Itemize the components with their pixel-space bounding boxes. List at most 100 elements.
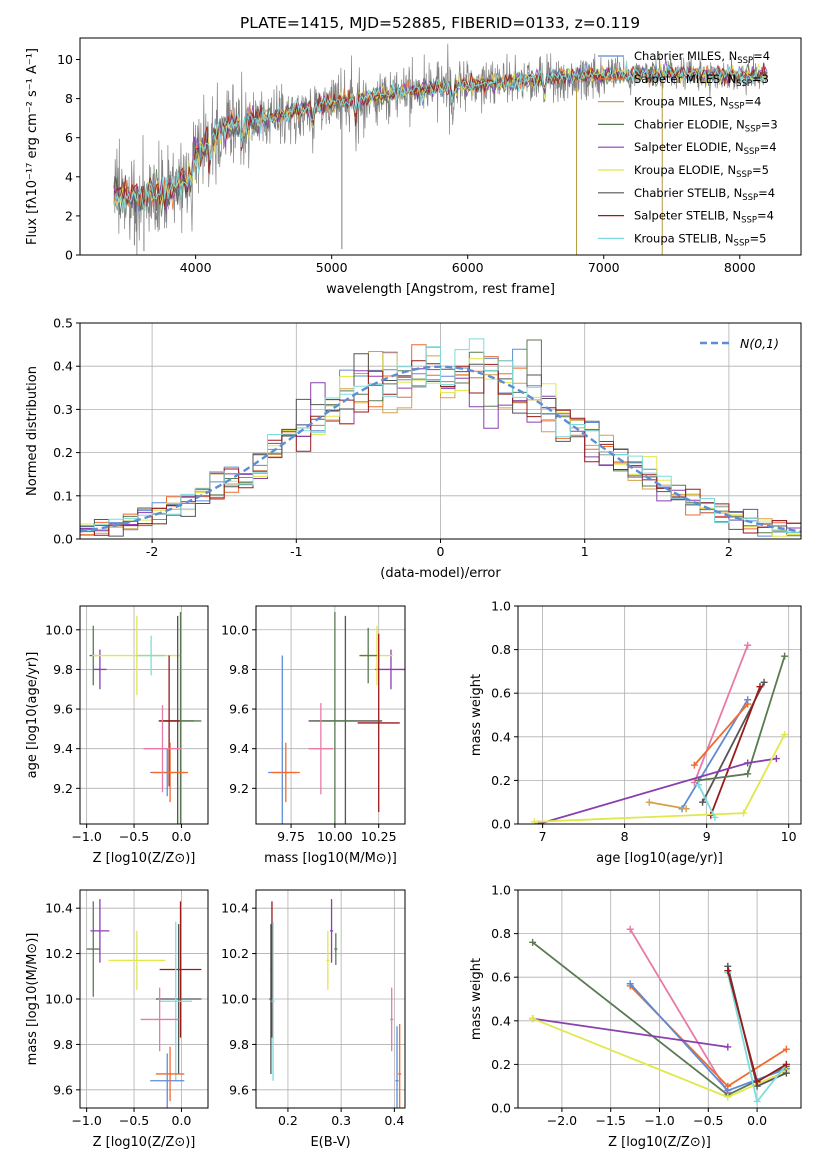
y-tick-label: 9.6 xyxy=(53,702,73,717)
errorbar-point xyxy=(86,901,100,997)
x-tick-label: −2.0 xyxy=(547,1113,577,1128)
x-tick-label: 0 xyxy=(437,544,445,559)
x-tick-label: −1.0 xyxy=(71,829,101,844)
y-tick-label: 6 xyxy=(65,130,73,145)
legend-entry-value: =5 xyxy=(749,231,766,245)
errorbar-point xyxy=(308,703,334,795)
legend-entry-value: =5 xyxy=(752,163,769,177)
weight-series-line xyxy=(697,784,716,818)
legend-entry-text: Kroupa MILES, N xyxy=(634,95,729,109)
weight-marker xyxy=(744,759,752,767)
y-tick-label: 10.2 xyxy=(221,946,249,961)
weight-marker xyxy=(682,805,690,813)
legend-entry-value: =4 xyxy=(758,186,775,200)
legend-entry: Salpeter STELIB, NSSP=4 xyxy=(634,209,774,226)
legend-entry-subscript: SSP xyxy=(734,238,750,248)
weight-series xyxy=(724,967,790,1086)
x-tick-label: 5000 xyxy=(316,260,348,275)
x-tick-label: 6000 xyxy=(452,260,484,275)
weight-marker xyxy=(724,1087,732,1095)
weight-vs-age-panel: 7 8 9 10 0.0 0.2 0.4 0.6 0.8 1.0 age [log10(age/yr… xyxy=(469,599,802,866)
x-tick-label: 10.25 xyxy=(361,829,397,844)
y-tick-label: 0.0 xyxy=(491,817,511,832)
weight-series xyxy=(530,731,789,824)
legend-entry-text: Chabrier STELIB, N xyxy=(634,186,742,200)
legend-entry-value: =4 xyxy=(757,209,774,223)
y-tick-label: 9.6 xyxy=(53,1082,73,1097)
x-tick-label: −1.0 xyxy=(71,1113,101,1128)
weight-marker xyxy=(711,813,719,821)
weight-series xyxy=(645,798,690,813)
y-tick-label: 10.0 xyxy=(45,622,73,637)
x-axis-label: wavelength [Angstrom, rest frame] xyxy=(326,282,555,297)
x-tick-label: 7 xyxy=(539,829,547,844)
x-tick-label: −0.5 xyxy=(693,1113,723,1128)
errorbar-point xyxy=(375,649,405,690)
legend-entry-subscript: SSP xyxy=(741,216,757,226)
legend-entry-text: Salpeter MILES, N xyxy=(634,72,736,86)
residual-histogram xyxy=(80,338,801,539)
errorbar-point xyxy=(359,627,377,684)
x-tick-label: 10.00 xyxy=(317,829,353,844)
y-tick-label: 0.2 xyxy=(53,445,73,460)
weight-series-line xyxy=(629,928,729,1094)
weight-marker xyxy=(760,678,768,686)
errorbar-point xyxy=(93,649,107,690)
legend-entry-value: =4 xyxy=(744,95,761,109)
x-axis-label: Z [log10(Z/Z⊙)] xyxy=(608,1135,711,1150)
y-tick-label: 9.8 xyxy=(229,662,249,677)
errorbar-point xyxy=(155,1046,185,1102)
legend-entry-value: =3 xyxy=(761,117,778,131)
x-tick-label: 2 xyxy=(725,544,733,559)
plot-area xyxy=(530,641,789,824)
weight-marker xyxy=(724,1043,732,1051)
plot-area xyxy=(86,899,202,1108)
errorbar-point xyxy=(326,930,330,990)
legend-entry: Salpeter ELODIE, NSSP=4 xyxy=(634,140,777,157)
x-tick-label: 0.0 xyxy=(172,1113,192,1128)
errorbar-point xyxy=(150,1053,185,1108)
weight-marker xyxy=(699,798,707,806)
axes-frame xyxy=(79,605,209,825)
y-tick-label: 0 xyxy=(65,248,73,263)
weight-marker xyxy=(781,731,789,739)
legend-entry-subscript: SSP xyxy=(742,193,758,203)
legend-entry-subscript: SSP xyxy=(736,170,752,180)
y-axis-label: mass [log10(M/M⊙)] xyxy=(25,933,40,1066)
y-tick-label: 10.4 xyxy=(221,901,249,916)
y-tick-label: 0.1 xyxy=(53,488,73,503)
weight-marker xyxy=(694,781,702,789)
weight-series-line xyxy=(698,655,786,782)
weight-marker xyxy=(782,1045,790,1053)
weight-series xyxy=(694,652,789,784)
weight-marker xyxy=(724,967,732,975)
y-tick-label: 9.8 xyxy=(229,1037,249,1052)
y-tick-label: 10.4 xyxy=(45,901,73,916)
y-tick-label: 0.0 xyxy=(53,532,73,547)
y-tick-label: 9.6 xyxy=(229,702,249,717)
weight-marker xyxy=(740,809,748,817)
weight-marker xyxy=(690,779,698,787)
weight-series xyxy=(690,641,752,787)
plot-area xyxy=(80,338,801,539)
errorbar-point xyxy=(334,933,338,965)
legend-entry: Kroupa ELODIE, NSSP=5 xyxy=(634,163,769,180)
y-tick-label: 0.2 xyxy=(491,1057,511,1072)
x-tick-label: 9.75 xyxy=(277,829,305,844)
errorbar-point xyxy=(271,921,275,1081)
axes-frame xyxy=(79,37,802,256)
weight-series-line xyxy=(709,686,761,816)
y-tick-label: 9.4 xyxy=(229,741,249,756)
x-tick-label: 1 xyxy=(581,544,589,559)
x-tick-label: 0.0 xyxy=(172,829,192,844)
x-tick-label: 8 xyxy=(621,829,629,844)
legend-entry: Kroupa STELIB, NSSP=5 xyxy=(634,231,766,248)
y-tick-label: 9.2 xyxy=(53,781,73,796)
y-tick-label: 10 xyxy=(57,52,73,67)
weight-marker xyxy=(753,1078,761,1086)
x-tick-label: 0.4 xyxy=(384,1113,404,1128)
errorbar-point xyxy=(159,921,192,1081)
y-axis-label: mass weight xyxy=(469,674,484,756)
y-tick-label: 0.4 xyxy=(53,359,73,374)
axes-frame xyxy=(255,605,406,825)
